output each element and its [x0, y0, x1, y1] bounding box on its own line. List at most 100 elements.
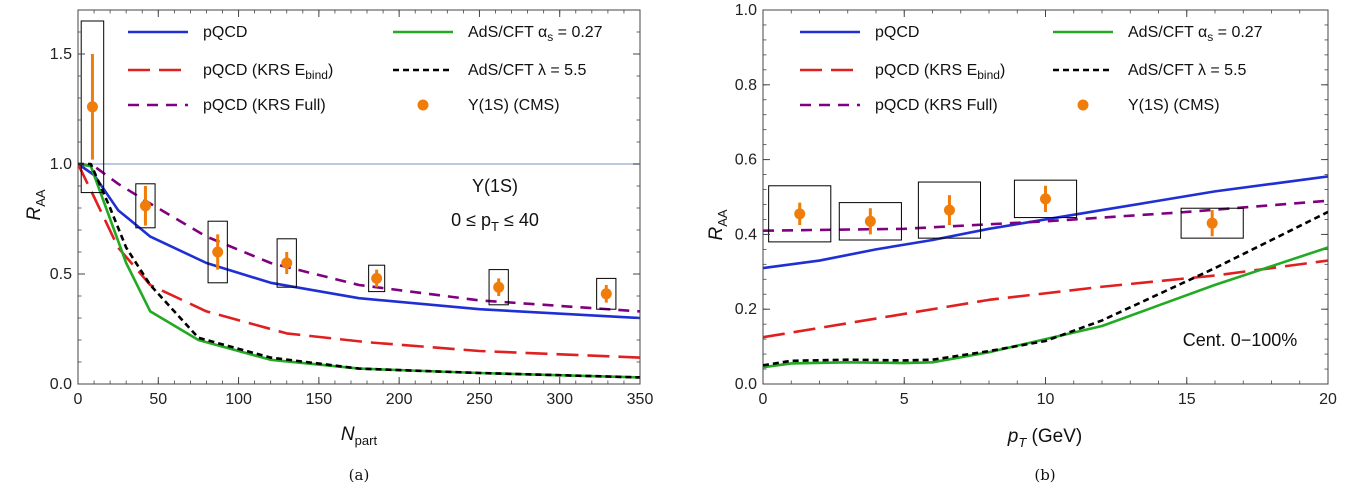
legend-item: AdS/CFT αs = 0.27 — [1053, 24, 1263, 44]
y-tick-label: 0.5 — [50, 266, 72, 283]
y-tick-label: 1.0 — [735, 2, 757, 19]
legend-label-sub: s — [547, 30, 553, 44]
cms-data-point — [493, 281, 505, 293]
x-axis-label-a-main: N — [341, 424, 355, 445]
cms-sys-box — [768, 185, 832, 243]
x-axis-label-a-sub: part — [355, 433, 378, 448]
cms-data-point — [139, 200, 151, 212]
legend-item: pQCD (KRS Ebind) — [800, 62, 1005, 82]
annotation-a-state: Υ(1S) — [472, 176, 518, 196]
legend-item: pQCD — [128, 24, 247, 41]
series-line-1 — [78, 163, 640, 359]
y-tick-label: 0.2 — [735, 301, 757, 318]
y-axis-label-b: RAA — [706, 209, 730, 240]
cms-sys-box — [368, 264, 386, 293]
caption-a: (a) — [349, 466, 370, 484]
series-group-a — [78, 20, 640, 379]
series-line-0 — [78, 162, 640, 320]
annotation-a-range-a: 0 ≤ p — [451, 210, 491, 230]
y-tick-label: 1.0 — [50, 156, 72, 173]
x-tick-label: 0 — [759, 391, 768, 408]
legend-label-main: AdS/CFT λ = 5.5 — [468, 62, 587, 79]
y-axis-label-a-sub: AA — [33, 189, 48, 207]
x-tick-label: 100 — [225, 391, 252, 408]
annotation-a-range-c: ≤ 40 — [499, 210, 539, 230]
panel-a: 0 50 100 150 200 250 300 350 0.0 0.5 1.0 1.5 RAA Np… — [24, 9, 654, 484]
legend-item: pQCD (KRS Full) — [128, 97, 326, 114]
series-line-4 — [763, 210, 1328, 367]
cms-sys-box — [1180, 207, 1244, 239]
legend-item: pQCD (KRS Ebind) — [128, 62, 333, 82]
legend-label-main: AdS/CFT α — [468, 24, 547, 41]
plot-area-b — [763, 175, 1328, 369]
y-tick-label: 0.4 — [735, 226, 757, 243]
x-axis-label-b-suffix: (GeV) — [1026, 426, 1082, 447]
y-tick-label: 1.5 — [50, 46, 72, 63]
series-line-0 — [763, 175, 1328, 270]
annotation-b-centrality: Cent. 0−100% — [1183, 330, 1298, 350]
y-tick-label: 0.8 — [735, 77, 757, 94]
legend-label-suffix: = 0.27 — [553, 24, 602, 41]
legend-item: Υ(1S) (CMS) — [1077, 97, 1220, 114]
legend-swatch-point — [1077, 99, 1089, 111]
legend-item: AdS/CFT λ = 5.5 — [393, 62, 587, 79]
legend-label-main: pQCD (KRS Full) — [203, 97, 326, 114]
legend-label: Υ(1S) (CMS) — [468, 97, 560, 114]
legend-label-main: pQCD (KRS E — [875, 62, 977, 79]
y-tick-label: 0.0 — [735, 376, 757, 393]
legend-label: AdS/CFT λ = 5.5 — [468, 62, 587, 79]
panel-b: 0 5 10 15 200.00.20.40.60.81.0 RAA pT (GeV) … — [706, 2, 1337, 484]
legend-label: pQCD (KRS Ebind) — [875, 62, 1005, 82]
x-tick-label: 200 — [386, 391, 413, 408]
legend-item: pQCD (KRS Full) — [800, 97, 998, 114]
cms-sys-box — [80, 20, 105, 194]
legend-label: pQCD (KRS Ebind) — [203, 62, 333, 82]
x-tick-label: 350 — [627, 391, 654, 408]
series-line-4 — [78, 162, 640, 379]
series-line-1 — [763, 259, 1328, 339]
x-tick-label: 0 — [74, 391, 83, 408]
legend-label-main: AdS/CFT λ = 5.5 — [1128, 62, 1247, 79]
legend-item: Υ(1S) (CMS) — [417, 97, 560, 114]
x-tick-label: 150 — [306, 391, 333, 408]
cms-data-point — [794, 208, 806, 220]
x-tick-label: 20 — [1319, 391, 1337, 408]
series-line-2 — [78, 162, 640, 313]
cms-sys-box — [276, 238, 297, 288]
x-axis-label-b: pT (GeV) — [1007, 426, 1082, 450]
cms-data-point — [281, 257, 293, 269]
series-group-b — [763, 175, 1328, 369]
cms-sys-box — [838, 202, 902, 241]
legend-label: pQCD (KRS Full) — [203, 97, 326, 114]
cms-data-point — [212, 246, 224, 258]
cms-sys-box — [917, 181, 982, 239]
y-tick-label: 0.6 — [735, 152, 757, 169]
legend-label: pQCD (KRS Full) — [875, 97, 998, 114]
legend-b: pQCD pQCD (KRS Ebind) pQCD (KRS Full) AdS/C… — [800, 24, 1263, 114]
caption-b: (b) — [1034, 466, 1055, 484]
cms-data-point — [86, 101, 98, 113]
annotation-a-range: 0 ≤ pT ≤ 40 — [451, 210, 539, 234]
y-axis-label-b-main: R — [706, 227, 727, 241]
cms-sys-box — [135, 183, 156, 229]
legend-a: pQCD pQCD (KRS Ebind) pQCD (KRS Full) AdS/C… — [128, 24, 603, 114]
legend-label: AdS/CFT αs = 0.27 — [1128, 24, 1263, 44]
x-tick-label: 250 — [466, 391, 493, 408]
legend-label: AdS/CFT αs = 0.27 — [468, 24, 603, 44]
plot-frame-a — [77, 9, 641, 385]
x-axis-label-a: Npart — [341, 424, 378, 448]
cms-data-point — [371, 272, 383, 284]
x-axis-label-b-sub: T — [1018, 435, 1027, 450]
legend-label: pQCD — [203, 24, 247, 41]
x-tick-label: 300 — [546, 391, 573, 408]
y-axis-label-b-sub: AA — [715, 209, 730, 227]
ticks-b: 0 5 10 15 20 0.0 0.2 0.4 0.6 0.8 1.0 — [735, 2, 1337, 408]
cms-data-point — [864, 215, 876, 227]
cms-sys-box — [488, 269, 509, 306]
x-axis-label-b-main: p — [1007, 426, 1019, 447]
cms-sys-box — [207, 220, 228, 284]
cms-sys-box — [596, 277, 617, 310]
legend-label: Υ(1S) (CMS) — [1128, 97, 1220, 114]
legend-swatch-point — [417, 99, 429, 111]
